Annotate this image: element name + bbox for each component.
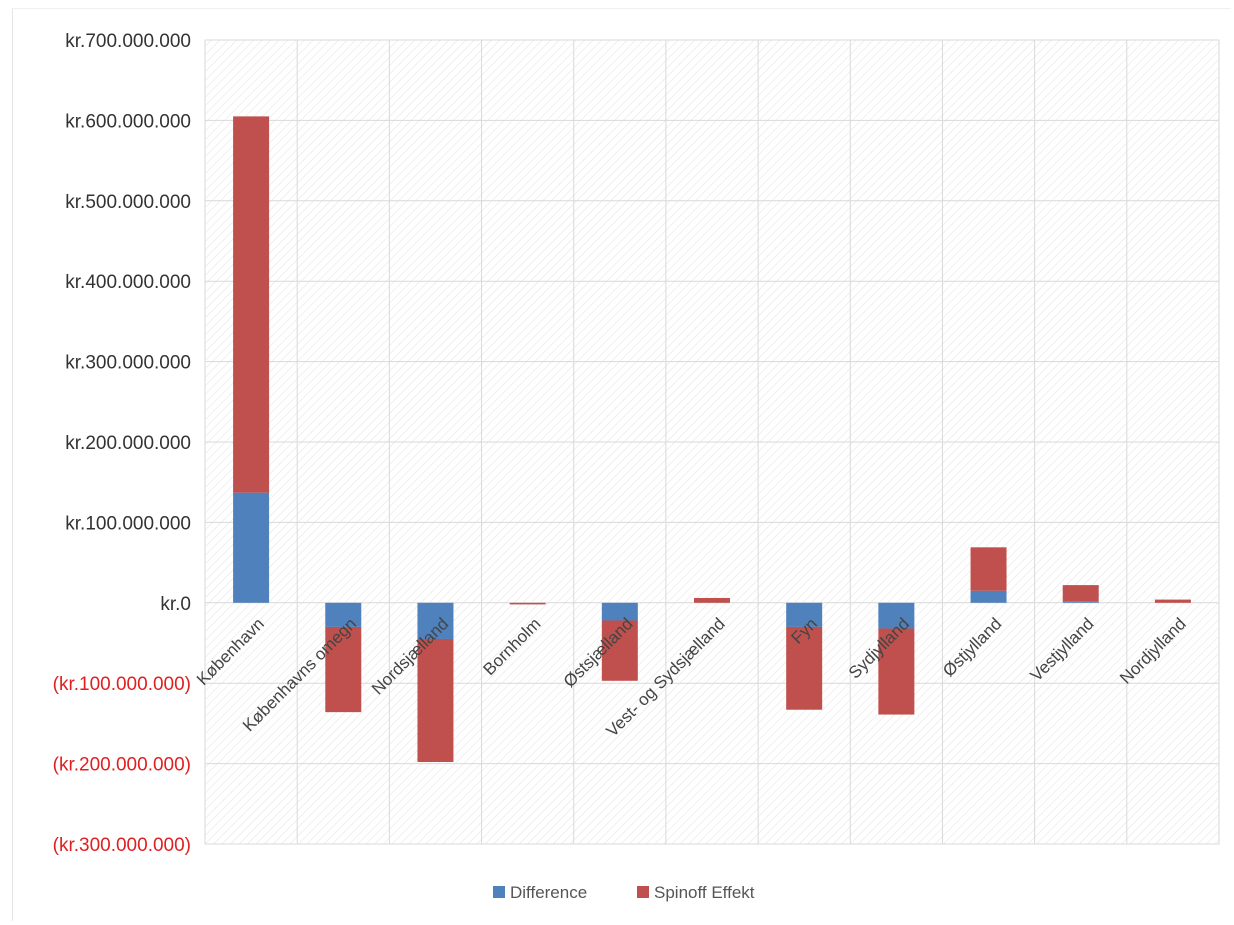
y-tick-label: (kr.300.000.000) (53, 835, 191, 856)
bar-difference (970, 590, 1007, 603)
y-tick-label: kr.500.000.000 (65, 192, 191, 213)
y-tick-label: kr.100.000.000 (65, 513, 191, 534)
bar-spinoff-effekt (233, 116, 270, 493)
y-tick-label: kr.400.000.000 (65, 272, 191, 293)
y-tick-label: kr.600.000.000 (65, 111, 191, 132)
y-tick-label: kr.200.000.000 (65, 433, 191, 454)
legend-swatch-spinoff-effekt (637, 886, 649, 898)
y-tick-label: kr.0 (160, 594, 191, 615)
bar-spinoff-effekt (601, 620, 638, 681)
legend: Difference Spinoff Effekt (493, 883, 755, 902)
y-tick-label: kr.300.000.000 (65, 353, 191, 374)
bar-difference (325, 602, 362, 627)
stacked-bar-chart: kr.700.000.000 kr.600.000.000 kr.500.000.0… (53, 31, 1220, 902)
bar-difference (417, 602, 454, 639)
y-axis-tick-labels: kr.700.000.000 kr.600.000.000 kr.500.000.0… (53, 31, 191, 856)
gridlines (204, 39, 1220, 845)
legend-swatch-difference (493, 886, 505, 898)
bar-spinoff-effekt (325, 626, 362, 713)
bar-difference (878, 602, 915, 629)
y-tick-label: kr.700.000.000 (65, 31, 191, 52)
bar-spinoff-effekt (694, 597, 730, 603)
chart-frame: kr.700.000.000 kr.600.000.000 kr.500.000.0… (12, 8, 1231, 921)
bars (233, 116, 1191, 762)
y-tick-label: (kr.200.000.000) (53, 755, 191, 776)
bar-spinoff-effekt (509, 602, 546, 605)
bar-spinoff-effekt (970, 547, 1007, 591)
bar-spinoff-effekt (878, 628, 915, 715)
bar-difference (786, 602, 823, 627)
bar-difference (601, 602, 638, 621)
bar-difference (233, 492, 270, 603)
bar-difference (1062, 601, 1099, 603)
bar-spinoff-effekt (1154, 599, 1191, 603)
bar-spinoff-effekt (786, 626, 823, 710)
legend-label: Spinoff Effekt (654, 883, 755, 902)
y-tick-label: (kr.100.000.000) (53, 674, 191, 695)
bar-spinoff-effekt (417, 638, 454, 762)
legend-label: Difference (510, 883, 587, 902)
bar-spinoff-effekt (1062, 585, 1099, 602)
